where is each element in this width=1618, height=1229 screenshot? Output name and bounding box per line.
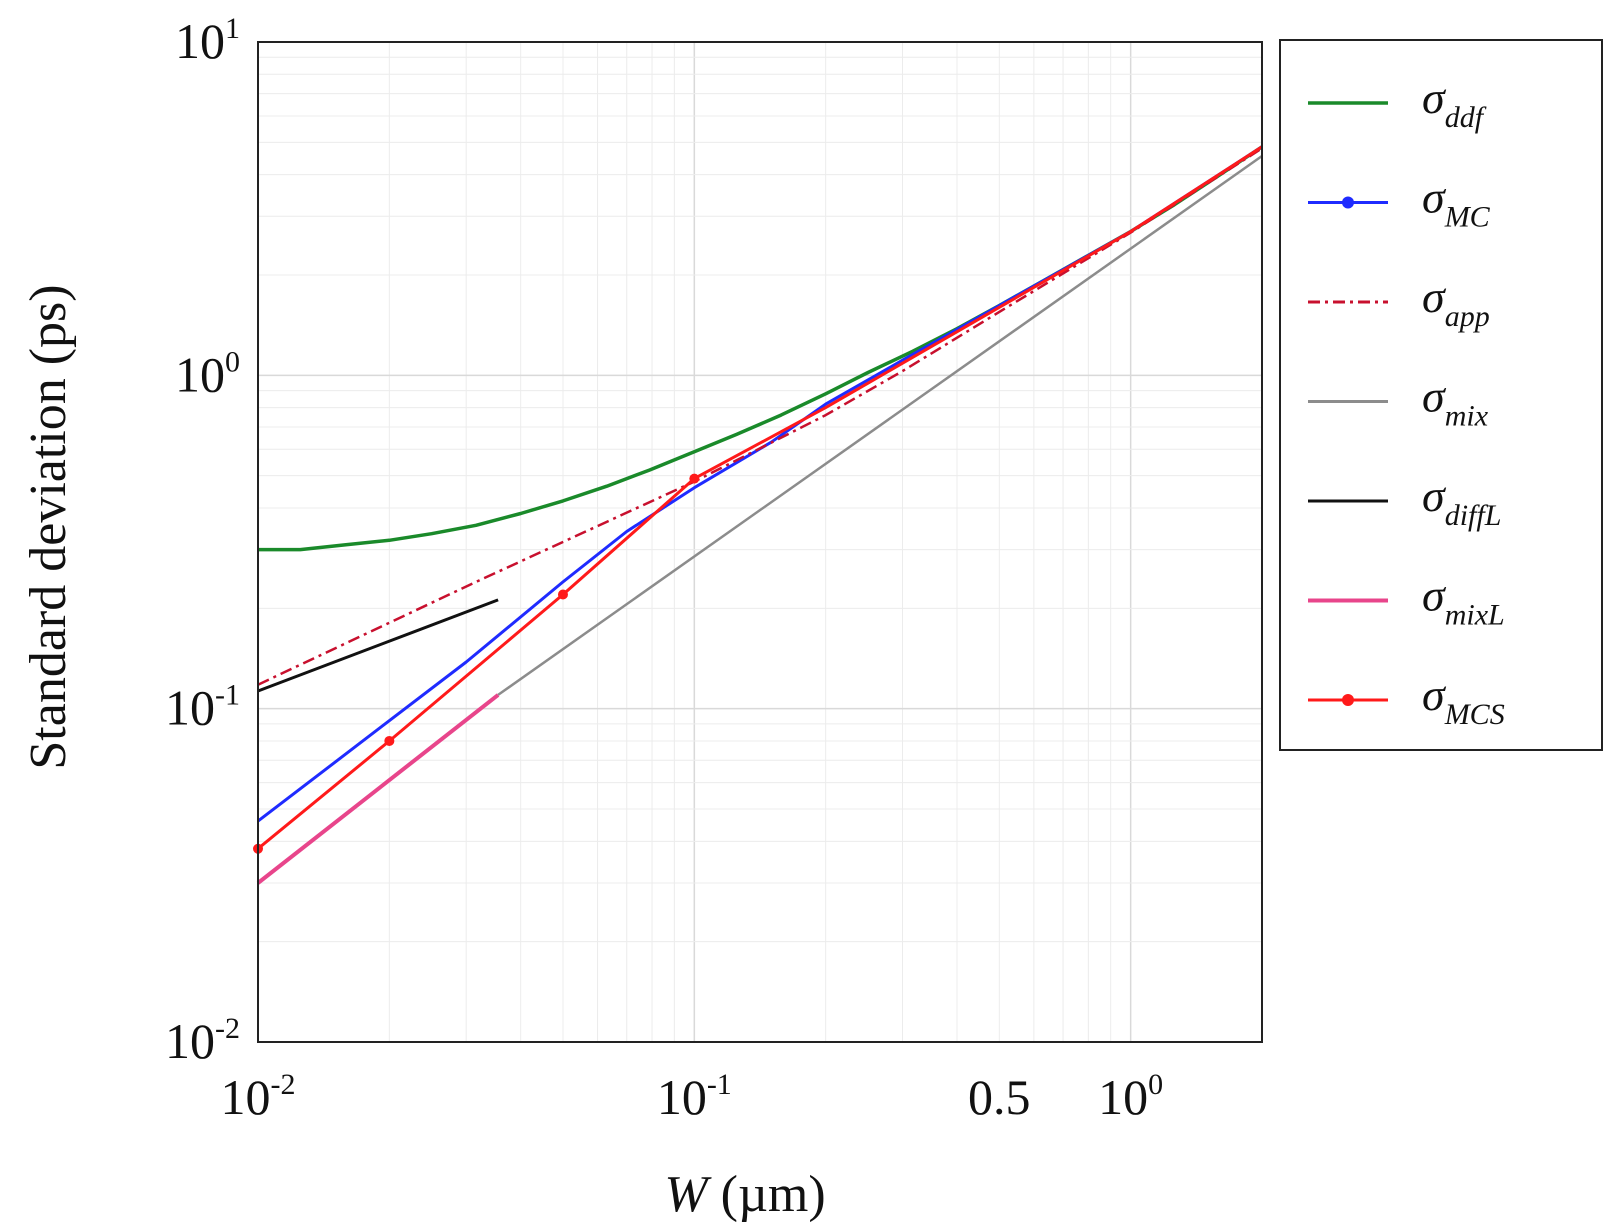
x-tick-labels: 10-2 10-1 0.5 100 (221, 1068, 1164, 1125)
legend-item-mc: σMC (1308, 172, 1491, 234)
legend-item-mixl: σmixL (1308, 570, 1505, 632)
x-tick-label: 10-2 (221, 1068, 296, 1125)
legend-item-diffl: σdiffL (1308, 470, 1501, 532)
legend-box (1279, 39, 1603, 751)
legend-item-mix: σmix (1308, 371, 1489, 433)
series-layer (253, 145, 1263, 885)
grid (257, 41, 1263, 1043)
legend-label: σMCS (1422, 669, 1505, 731)
legend-label: σMC (1422, 172, 1491, 234)
legend-marker (1342, 694, 1354, 706)
x-tick-label: 0.5 (968, 1069, 1031, 1125)
series-line-app (257, 147, 1263, 686)
y-tick-label: 10-1 (165, 679, 240, 736)
series-line-mixl (256, 693, 500, 885)
legend-label: σapp (1422, 271, 1490, 333)
series-line-mix (497, 154, 1263, 696)
x-axis-unit: (µm) (721, 1166, 826, 1223)
y-tick-labels: 10-2 10-1 100 101 (165, 12, 240, 1069)
legend: σddf σMC σapp σmix σdiffL σmixL σMCS (1308, 72, 1505, 731)
series-line-mc (257, 145, 1263, 823)
series-point-mcs (689, 473, 700, 484)
legend-marker (1342, 196, 1354, 209)
y-tick-label: 100 (175, 345, 240, 402)
series-point-mcs (384, 735, 395, 746)
legend-label: σddf (1422, 72, 1487, 134)
legend-item-mcs: σMCS (1308, 669, 1505, 731)
legend-label: σmix (1422, 371, 1489, 433)
y-axis-label: Standard deviation (ps) (20, 284, 77, 769)
legend-label: σmixL (1422, 570, 1505, 632)
legend-item-ddf: σddf (1308, 72, 1487, 134)
legend-label: σdiffL (1422, 470, 1501, 532)
x-axis-symbol: W (664, 1166, 712, 1223)
plot-frame (257, 41, 1263, 1043)
series-line-ddf (258, 145, 1263, 552)
y-tick-label: 101 (175, 12, 240, 69)
series-point-mcs (557, 589, 568, 600)
y-tick-label: 10-2 (165, 1012, 240, 1069)
series-line-mcs (257, 145, 1263, 850)
x-axis-label: W (µm) (664, 1166, 825, 1223)
x-tick-label: 100 (1098, 1068, 1163, 1125)
legend-item-app: σapp (1308, 271, 1490, 333)
series-line-diffl (257, 598, 499, 693)
x-tick-label: 10-1 (657, 1068, 732, 1125)
